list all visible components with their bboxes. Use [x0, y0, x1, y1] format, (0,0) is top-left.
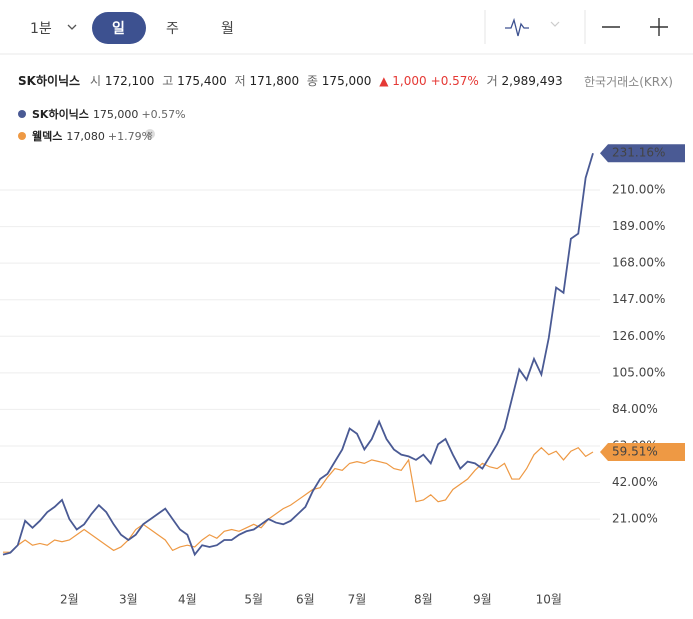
x-tick-label: 10월 [536, 593, 562, 607]
value: 2,989,493 [501, 74, 563, 88]
tab-pill[interactable] [92, 12, 146, 44]
y-tick-label: 105.00% [612, 365, 665, 379]
legend-name: SK하이닉스 [32, 108, 89, 121]
legend-change: +1.79% [107, 129, 153, 143]
interval[interactable]: 1분 [30, 21, 52, 37]
x-tick-label: 8월 [414, 593, 433, 607]
x-tick-label: 3월 [119, 593, 138, 607]
y-tick-label: 147.00% [612, 292, 665, 306]
y-tick-label: 21.00% [612, 512, 658, 526]
dropdown-icon[interactable] [67, 24, 77, 30]
chart-type-icon[interactable] [505, 17, 529, 37]
y-tick-label: 126.00% [612, 329, 665, 343]
legend-dot [18, 110, 26, 118]
x-tick-label: 2월 [60, 593, 79, 607]
legend-dot [18, 132, 26, 140]
value-tag [600, 443, 685, 462]
label: 시 [89, 74, 101, 88]
remove-icon[interactable] [147, 131, 153, 137]
tab[interactable]: 주 [166, 21, 179, 37]
label: 종 [306, 74, 318, 88]
legend-name: 웰덱스 [32, 130, 63, 143]
quote-line: SK하이닉스 시 172,100 고 175,400 저 171,800 종 1… [18, 72, 567, 89]
change: ▲ 1,000 [379, 74, 427, 88]
x-tick-label: 7월 [348, 593, 367, 607]
legend-change: +0.57% [141, 107, 186, 121]
change-pct: +0.57% [430, 74, 479, 88]
label: 거 [486, 74, 498, 88]
legend-item: SK하이닉스 175,000 +0.57% [18, 106, 186, 122]
dropdown-icon[interactable] [550, 21, 560, 27]
series-line [3, 446, 594, 553]
y-tick-label: 189.00% [612, 219, 665, 233]
y-tick-label: 210.00% [612, 183, 665, 197]
tab[interactable]: 일 [112, 21, 125, 37]
value-tag [600, 144, 685, 163]
legend-price: 175,000 [92, 107, 139, 121]
value-tag-label: 59.51% [612, 445, 658, 459]
y-tick-label: 168.00% [612, 256, 665, 270]
value: 171,800 [249, 74, 300, 88]
x-tick-label: 4월 [178, 593, 197, 607]
value: 175,400 [177, 74, 227, 88]
exchange: 한국거래소(KRX) [584, 75, 673, 89]
x-tick-label: 6월 [296, 593, 315, 607]
legend-item: 웰덱스 17,080 +1.79% [18, 128, 152, 144]
x-tick-label: 5월 [244, 593, 263, 607]
y-tick-label: 84.00% [612, 402, 658, 416]
value: 175,000 [321, 74, 372, 88]
legend-price: 17,080 [66, 129, 105, 143]
stock-name: SK하이닉스 [18, 74, 81, 88]
label: 저 [234, 74, 246, 88]
value-tag-label: 231.16% [612, 146, 665, 160]
value: 172,100 [104, 74, 155, 88]
y-tick-label: 42.00% [612, 475, 658, 489]
tab[interactable]: 월 [221, 21, 234, 37]
label: 고 [162, 74, 174, 88]
series-line [2, 152, 594, 557]
x-tick-label: 9월 [473, 593, 492, 607]
